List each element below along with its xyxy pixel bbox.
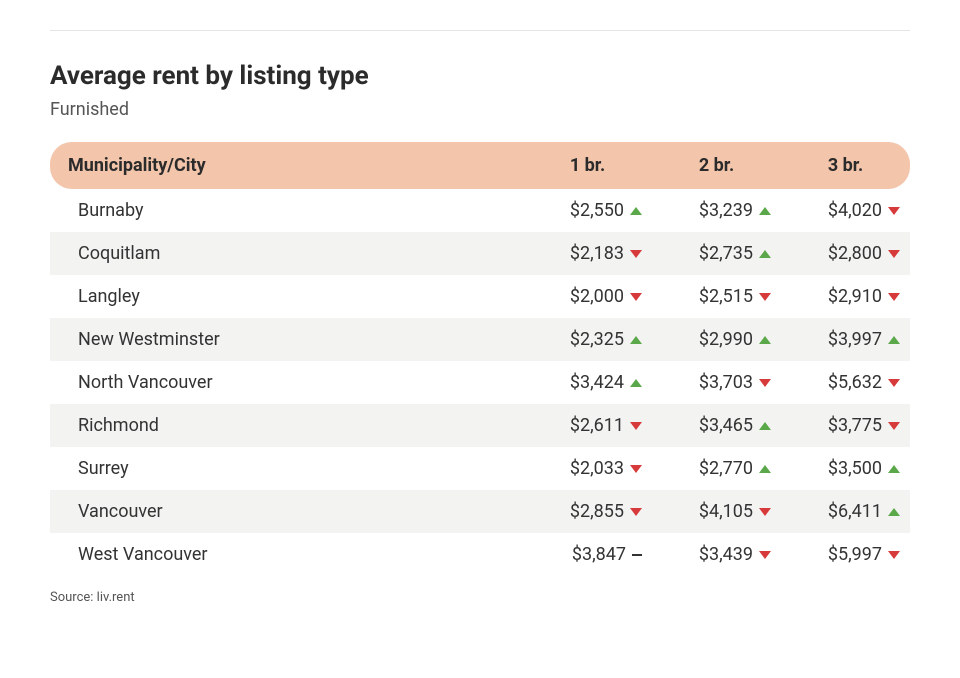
city-cell: Burnaby [50,189,523,232]
col-1br: 1 br. [523,142,652,189]
value-1br: $2,325 [523,318,652,361]
value-1br: $2,611 [523,404,652,447]
value-2br: $2,735 [652,232,781,275]
value-3br: $3,997 [781,318,910,361]
down-icon [888,551,900,559]
value-1br: $3,847 [523,533,652,576]
top-divider [50,30,910,31]
table-row: Surrey$2,033$2,770$3,500 [50,447,910,490]
up-icon [759,465,771,473]
col-municipality: Municipality/City [50,142,523,189]
page-title: Average rent by listing type [50,61,910,91]
down-icon [888,207,900,215]
value-1br: $3,424 [523,361,652,404]
city-cell: West Vancouver [50,533,523,576]
value-1br: $2,000 [523,275,652,318]
page-subtitle: Furnished [50,99,910,120]
source-label: Source: liv.rent [50,590,910,605]
down-icon [630,508,642,516]
value-3br: $5,997 [781,533,910,576]
up-icon [888,508,900,516]
down-icon [759,508,771,516]
value-3br: $6,411 [781,490,910,533]
value-1br: $2,033 [523,447,652,490]
table-row: Langley$2,000$2,515$2,910 [50,275,910,318]
table-body: Burnaby$2,550$3,239$4,020Coquitlam$2,183… [50,189,910,576]
city-cell: Surrey [50,447,523,490]
table-row: New Westminster$2,325$2,990$3,997 [50,318,910,361]
up-icon [888,336,900,344]
up-icon [630,379,642,387]
value-3br: $4,020 [781,189,910,232]
down-icon [630,293,642,301]
table-row: Richmond$2,611$3,465$3,775 [50,404,910,447]
down-icon [759,379,771,387]
value-3br: $5,632 [781,361,910,404]
value-1br: $2,855 [523,490,652,533]
value-2br: $3,439 [652,533,781,576]
value-2br: $4,105 [652,490,781,533]
down-icon [630,250,642,258]
down-icon [759,551,771,559]
down-icon [888,250,900,258]
value-1br: $2,550 [523,189,652,232]
down-icon [759,293,771,301]
down-icon [630,422,642,430]
up-icon [759,250,771,258]
down-icon [888,379,900,387]
value-1br: $2,183 [523,232,652,275]
up-icon [630,336,642,344]
value-2br: $3,465 [652,404,781,447]
value-3br: $3,775 [781,404,910,447]
city-cell: Vancouver [50,490,523,533]
down-icon [888,422,900,430]
city-cell: North Vancouver [50,361,523,404]
value-3br: $2,800 [781,232,910,275]
value-2br: $3,239 [652,189,781,232]
table-row: Coquitlam$2,183$2,735$2,800 [50,232,910,275]
down-icon [630,465,642,473]
rent-table: Municipality/City 1 br. 2 br. 3 br. Burn… [50,142,910,576]
table-row: Burnaby$2,550$3,239$4,020 [50,189,910,232]
value-3br: $3,500 [781,447,910,490]
up-icon [759,422,771,430]
table-header-row: Municipality/City 1 br. 2 br. 3 br. [50,142,910,189]
value-2br: $2,990 [652,318,781,361]
up-icon [888,465,900,473]
table-row: Vancouver$2,855$4,105$6,411 [50,490,910,533]
city-cell: New Westminster [50,318,523,361]
down-icon [888,293,900,301]
value-2br: $2,515 [652,275,781,318]
up-icon [759,336,771,344]
value-2br: $2,770 [652,447,781,490]
table-row: North Vancouver$3,424$3,703$5,632 [50,361,910,404]
flat-icon [632,554,642,556]
city-cell: Coquitlam [50,232,523,275]
value-3br: $2,910 [781,275,910,318]
table-row: West Vancouver$3,847$3,439$5,997 [50,533,910,576]
city-cell: Langley [50,275,523,318]
city-cell: Richmond [50,404,523,447]
col-3br: 3 br. [781,142,910,189]
value-2br: $3,703 [652,361,781,404]
col-2br: 2 br. [652,142,781,189]
up-icon [759,207,771,215]
up-icon [630,207,642,215]
